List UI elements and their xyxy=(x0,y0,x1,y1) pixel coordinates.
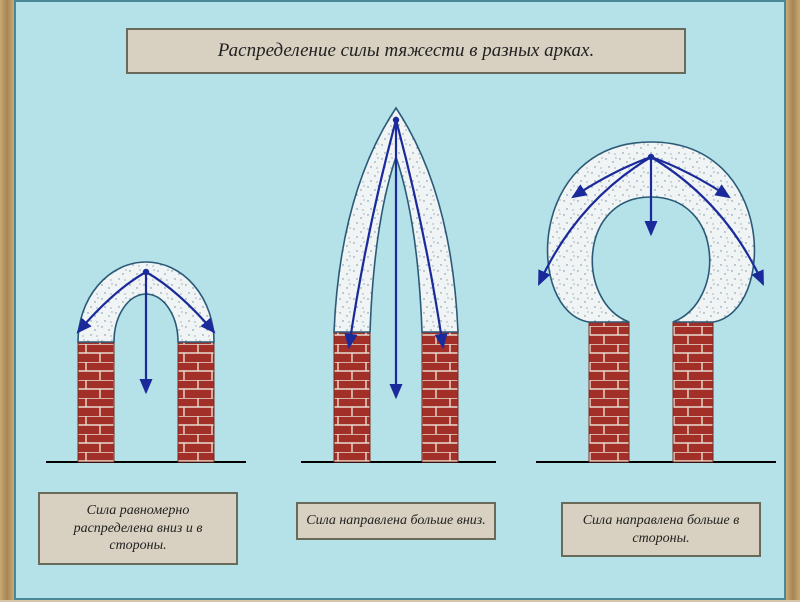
caption-arch1: Сила равномерно распределена вниз и в ст… xyxy=(38,492,238,565)
caption-arch3-text: Сила направлена больше в стороны. xyxy=(583,513,740,546)
slide-edge-left xyxy=(0,0,14,600)
diagram-canvas: Распределение силы тяжести в разных арка… xyxy=(14,0,786,600)
caption-arch2-text: Сила направлена больше вниз. xyxy=(306,513,486,528)
caption-arch1-text: Сила равномерно распределена вниз и в ст… xyxy=(74,503,203,553)
caption-arch2: Сила направлена больше вниз. xyxy=(296,502,496,540)
caption-arch3: Сила направлена больше в стороны. xyxy=(561,502,761,557)
slide-edge-right xyxy=(786,0,800,600)
